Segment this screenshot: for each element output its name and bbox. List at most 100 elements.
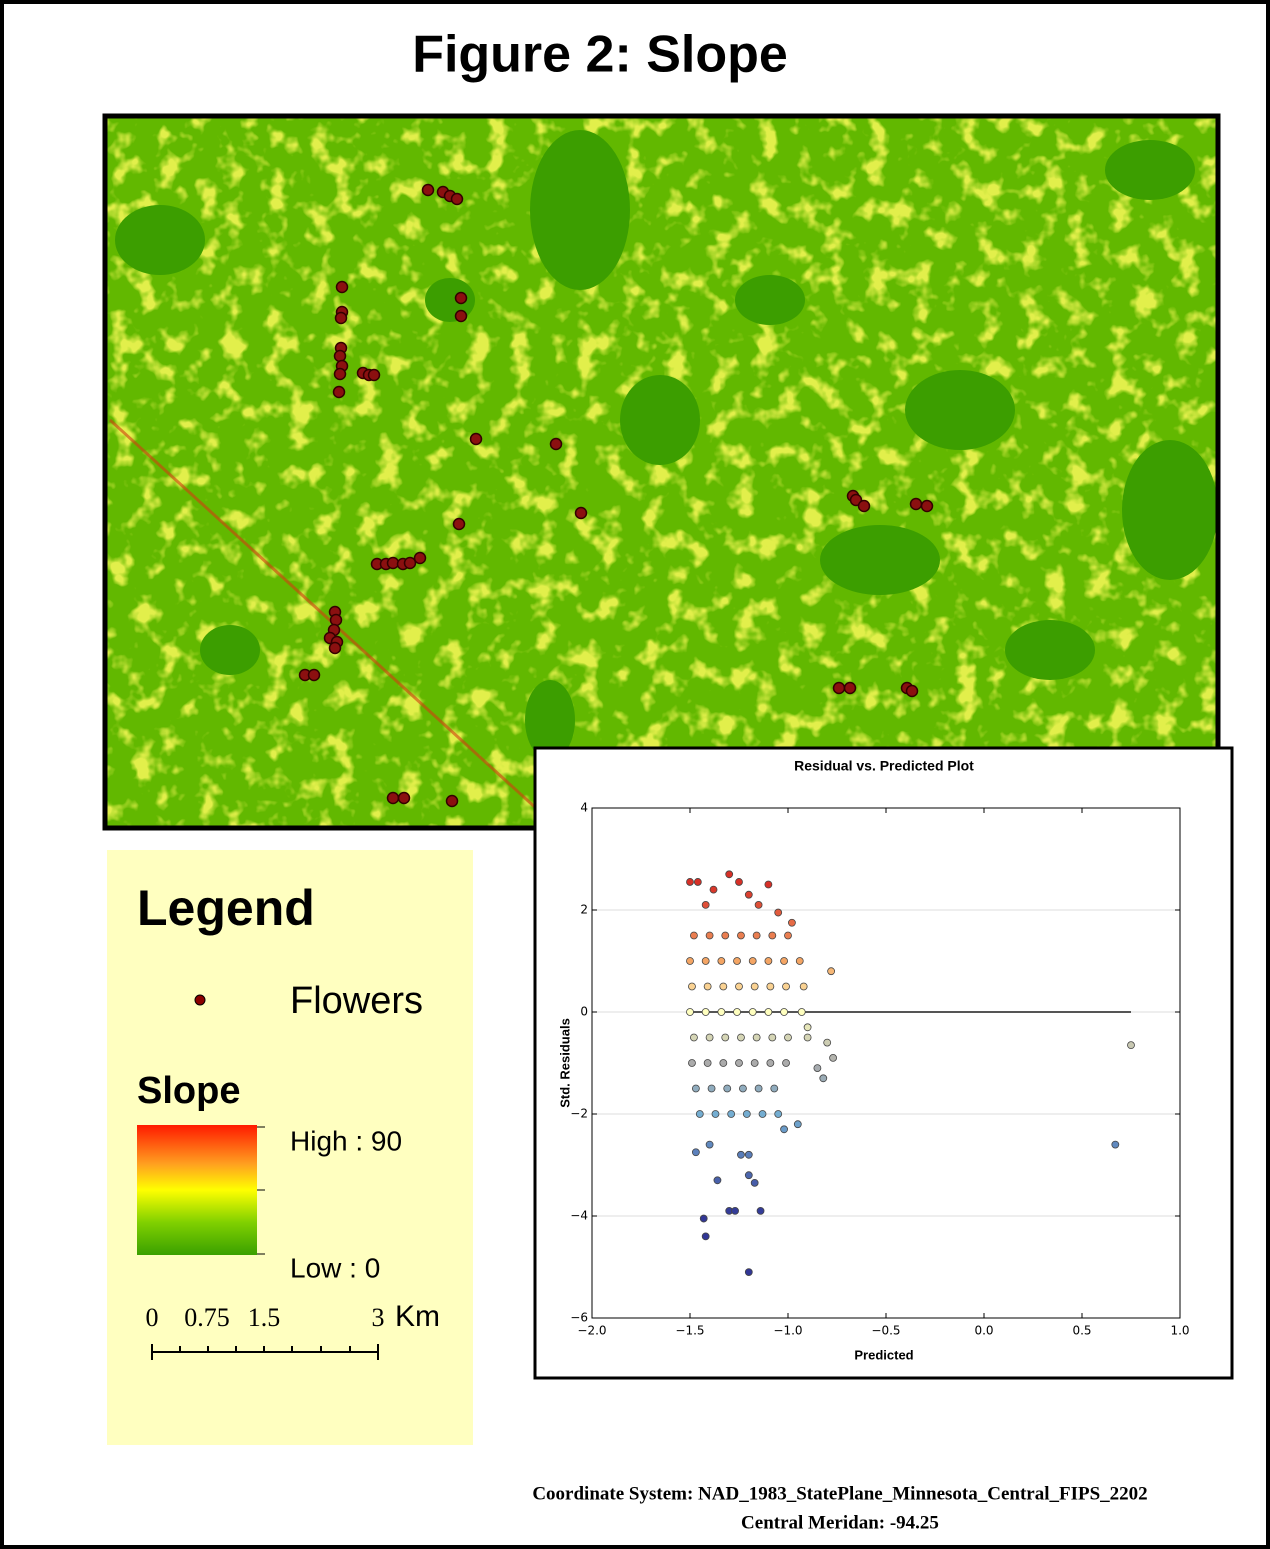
x-tick-label: 1.0 [1170, 1324, 1189, 1338]
scatter-point [744, 1171, 753, 1180]
scatter-point [735, 1059, 743, 1067]
scatter-point [803, 1023, 812, 1032]
scatter-point [703, 982, 712, 991]
scatter-point [750, 982, 759, 991]
x-tick-label: −2.0 [577, 1324, 606, 1338]
scatter-point [717, 1008, 726, 1016]
x-tick-label: 0.0 [974, 1324, 993, 1338]
y-tick-label: 2 [580, 903, 588, 917]
scatter-point [735, 982, 743, 991]
y-tick-label: 0 [580, 1005, 588, 1019]
scatter-point [735, 878, 743, 886]
scatter-point [823, 1038, 832, 1047]
scale-unit: Km [395, 1300, 440, 1333]
scatter-point [686, 878, 694, 886]
scatter-point [688, 982, 696, 991]
residual-chart: Residual vs. Predicted Plot Predicted St… [533, 746, 1234, 1380]
footer-line: Coordinate System: NAD_1983_StatePlane_M… [532, 1483, 1147, 1504]
scatter-point [750, 1059, 759, 1067]
scatter-point [719, 1059, 728, 1067]
scatter-point [813, 1064, 822, 1072]
scatter-point [795, 957, 804, 965]
flower-symbol [194, 994, 206, 1006]
legend-title: Legend [137, 880, 315, 936]
x-tick-label: −1.0 [773, 1324, 802, 1338]
scatter-point [739, 1084, 747, 1093]
plot-frame [591, 807, 1181, 1319]
scatter-point [797, 1008, 806, 1016]
x-tick-label: −0.5 [871, 1324, 900, 1338]
map [102, 113, 1221, 832]
flower-point [334, 311, 348, 325]
scatter-point [780, 1008, 788, 1016]
flower-point [333, 349, 347, 363]
y-tick-label: 4 [580, 801, 588, 815]
scatter-point [701, 901, 710, 909]
flower-point [843, 681, 857, 695]
scatter-point [733, 1008, 741, 1016]
scatter-point [748, 1008, 757, 1016]
flower-point [920, 499, 934, 513]
scatter-point [701, 1232, 710, 1241]
scatter-point [699, 1214, 708, 1223]
flower-point [909, 497, 923, 511]
scatter-point [799, 982, 808, 991]
scatter-point [829, 1054, 837, 1062]
footer-line: Central Meridan: -94.25 [741, 1512, 939, 1533]
flower-point [469, 432, 483, 446]
scatter-point [744, 890, 753, 899]
scatter-point [750, 1178, 759, 1187]
scatter-point [731, 1207, 739, 1215]
scatter-point [727, 1110, 736, 1118]
scatter-point [719, 982, 728, 991]
legend-flowers: Flowers [290, 980, 423, 1022]
y-tick-label: −6 [570, 1311, 588, 1325]
flower-point [445, 794, 459, 808]
flower-point [332, 385, 346, 399]
scatter-point [793, 1120, 802, 1129]
scatter-point [742, 1110, 751, 1118]
scatter-point [705, 931, 714, 940]
scatter-point [701, 1008, 710, 1016]
scatter-point [756, 1207, 765, 1215]
scatter-point [764, 880, 773, 889]
legend-slope: Slope [137, 1070, 240, 1112]
scatter-point [803, 1033, 812, 1042]
scatter-point [819, 1074, 828, 1083]
flower-point [367, 368, 381, 382]
y-tick-label: −2 [570, 1107, 588, 1121]
flower-point [452, 517, 466, 531]
scatter-point [693, 878, 702, 886]
scatter-point [752, 931, 761, 940]
scale-label: 1.5 [248, 1303, 281, 1332]
scatter-point [686, 1008, 694, 1016]
flower-point [450, 192, 464, 206]
scatter-point [766, 1059, 775, 1067]
scatter-point [782, 982, 790, 991]
legend: Legend Flowers Slope High : 90 Low : 0 0… [107, 850, 473, 1445]
scatter-point [784, 931, 792, 940]
scatter-point [709, 885, 718, 894]
flower-point [832, 681, 846, 695]
scatter-point [737, 1033, 745, 1042]
flower-point [397, 791, 411, 805]
scatter-point [690, 931, 698, 940]
scatter-point [737, 1150, 745, 1159]
scatter-point [764, 957, 773, 965]
scatter-point [1111, 1140, 1120, 1149]
scatter-point [774, 908, 783, 917]
flower-point [307, 668, 321, 682]
scatter-point [1127, 1041, 1135, 1050]
scatter-point [744, 1150, 753, 1159]
scatter-point [766, 982, 775, 991]
scatter-point [774, 1110, 783, 1118]
scatter-point [784, 1033, 792, 1042]
scatter-point [707, 1084, 716, 1093]
slope-ramp [137, 1125, 257, 1255]
scatter-point [691, 1148, 700, 1157]
scatter-point [768, 1033, 777, 1042]
x-axis-label: Predicted [854, 1347, 913, 1362]
scatter-point [713, 1176, 722, 1185]
scatter-point [723, 1084, 732, 1093]
scale-label: 0 [146, 1303, 159, 1332]
